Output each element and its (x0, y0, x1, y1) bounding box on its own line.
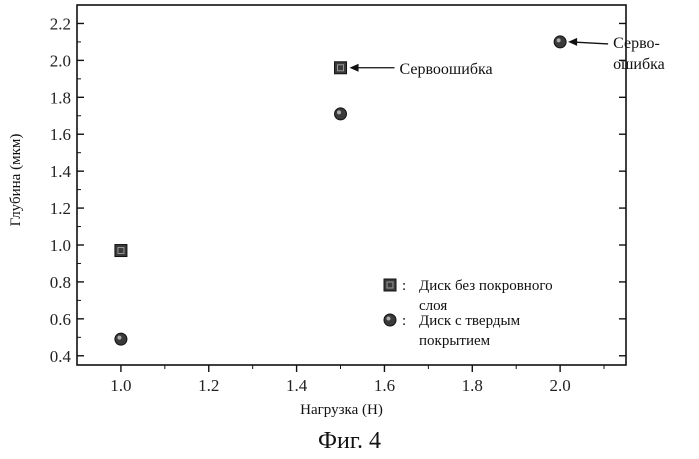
legend-label: покрытием (419, 333, 491, 349)
square-marker (115, 245, 127, 257)
circle-marker (335, 108, 347, 120)
legend-marker (384, 279, 396, 291)
legend-label: Диск без покровного (419, 278, 553, 294)
y-tick-label: 1.6 (50, 125, 71, 144)
y-tick-label: 1.0 (50, 236, 71, 255)
circle-marker (115, 333, 127, 345)
legend: : Диск без покровного слоя: Диск с твердым п… (384, 278, 553, 349)
circle-marker-highlight (387, 317, 391, 321)
y-tick-label: 1.2 (50, 199, 71, 218)
y-tick-label: 0.8 (50, 273, 71, 292)
legend-label: Диск с твердым (419, 313, 521, 329)
x-tick-label: 1.8 (462, 376, 483, 395)
y-tick-label: 0.6 (50, 310, 71, 329)
data-point-series1 (335, 108, 347, 120)
circle-marker-highlight (337, 110, 341, 114)
legend-separator: : (402, 313, 406, 329)
x-axis-title: Нагрузка (Н) (300, 402, 383, 418)
circle-marker (384, 314, 396, 326)
x-tick-label: 2.0 (549, 376, 570, 395)
y-tick-label: 2.0 (50, 51, 71, 70)
annotation-label-line: Серво- (613, 35, 660, 52)
square-marker (335, 62, 347, 74)
axes: Нагрузка (Н) Глубина (мкм) (8, 5, 626, 418)
x-tick-label: 1.4 (286, 376, 308, 395)
x-tick-label: 1.0 (110, 376, 131, 395)
circle-marker-highlight (117, 336, 121, 340)
x-tick-label: 1.2 (198, 376, 219, 395)
data-points (115, 36, 566, 345)
legend-label: слоя (419, 298, 447, 314)
data-point-series1 (115, 333, 127, 345)
annotation-label: Сервоошибка (400, 61, 493, 78)
y-tick-label: 2.2 (50, 14, 71, 33)
y-tick-label: 1.4 (50, 162, 72, 181)
y-axis-title: Глубина (мкм) (8, 134, 24, 227)
circle-marker-highlight (557, 38, 561, 42)
legend-separator: : (402, 278, 406, 294)
annotation-arrowhead (350, 64, 359, 72)
annotations: Сервоошибка Серво-ошибка (350, 35, 665, 78)
square-marker (384, 279, 396, 291)
y-tick-label: 0.4 (50, 347, 72, 366)
legend-marker (384, 314, 396, 326)
data-point-series0 (115, 245, 127, 257)
x-tick-label: 1.6 (374, 376, 395, 395)
annotation-arrowhead (568, 38, 577, 46)
y-tick-label: 1.8 (50, 88, 71, 107)
circle-marker (554, 36, 566, 48)
figure-caption: Фиг. 4 (0, 428, 699, 455)
annotation-label-line: ошибка (613, 56, 665, 73)
plot-frame (77, 5, 626, 365)
chart: Нагрузка (Н) Глубина (мкм) 0.4 0.6 0.8 1.0 1.… (0, 0, 699, 430)
data-point-series0 (335, 62, 347, 74)
data-point-series1 (554, 36, 566, 48)
